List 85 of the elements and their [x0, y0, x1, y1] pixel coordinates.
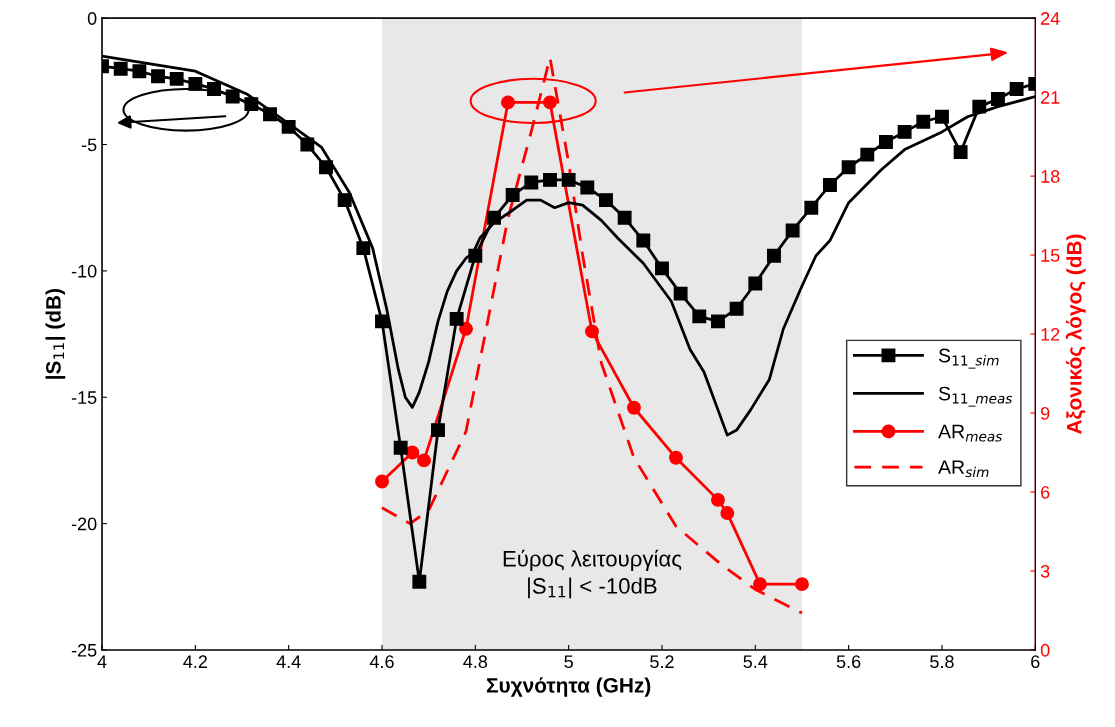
y2-tick-label: 3	[1040, 564, 1050, 578]
x-tick-label: 5	[564, 655, 573, 669]
y-tick-label: -25	[71, 643, 97, 657]
y2-tick-label: 12	[1041, 327, 1060, 341]
point	[669, 450, 683, 465]
point	[580, 180, 595, 195]
y2-tick-label: 0	[1040, 643, 1050, 657]
point	[501, 95, 515, 110]
y2-tick-label: 18	[1041, 170, 1060, 183]
point	[356, 241, 371, 256]
point	[692, 309, 707, 324]
y-axis-title: |S$_{11}$| (dB)	[45, 289, 66, 379]
x-tick-label: 4.6	[369, 655, 394, 669]
point	[655, 261, 669, 276]
point	[804, 200, 819, 215]
point	[449, 311, 464, 326]
y-tick-label: -5	[81, 138, 97, 152]
point	[524, 175, 539, 190]
x-tick-label: 6	[1031, 655, 1040, 669]
point	[393, 440, 408, 455]
point	[585, 324, 599, 339]
point	[151, 69, 165, 84]
point	[720, 506, 735, 521]
point	[319, 160, 333, 175]
y2-axis-title: Αξονικός λόγος (dB)	[1065, 234, 1086, 435]
x-tick-label: 5.4	[743, 655, 768, 669]
point	[953, 145, 968, 160]
point	[459, 321, 473, 336]
point	[599, 193, 613, 208]
x-tick-label: 4	[97, 655, 107, 668]
y2-tick-label: 6	[1041, 485, 1050, 499]
point	[169, 71, 184, 86]
legend-label: S$_{11_sim}$	[938, 348, 999, 369]
point	[543, 95, 557, 110]
point	[879, 135, 893, 149]
y2-tick-label: 21	[1041, 91, 1060, 104]
y-tick-label: -20	[71, 517, 97, 531]
point	[375, 474, 389, 489]
point	[767, 248, 781, 263]
point	[729, 301, 744, 316]
point	[337, 193, 352, 208]
x-tick-label: 4.4	[276, 655, 301, 668]
point	[561, 172, 576, 187]
y-tick-label: -15	[71, 391, 97, 404]
y-tick-label: 0	[87, 12, 97, 25]
point	[860, 147, 875, 162]
x-tick-label: 5.6	[836, 655, 861, 669]
y2-tick-label: 24	[1041, 12, 1060, 25]
point	[375, 314, 389, 329]
x-tick-label: 4.8	[463, 655, 488, 669]
point	[412, 574, 427, 589]
point	[417, 453, 431, 468]
point	[711, 492, 725, 507]
point	[505, 188, 520, 203]
legend-label: S$_{11_meas}$	[938, 386, 1013, 407]
point	[636, 233, 651, 248]
point	[841, 160, 856, 175]
point	[543, 172, 557, 187]
point	[1009, 81, 1024, 96]
legend-label: AR$_{sim}$	[938, 460, 989, 478]
point	[431, 423, 445, 438]
point	[113, 61, 128, 76]
x-tick-label: 4.2	[183, 655, 207, 668]
band-label: Εύρος λειτουργίας |S$_{11}$| < -10dB	[503, 549, 682, 599]
x-tick-label: 5.8	[930, 655, 954, 669]
y2-tick-label: 9	[1040, 406, 1050, 420]
point	[753, 577, 767, 592]
legend-label: AR$_{meas}$	[938, 424, 1003, 442]
point	[935, 109, 949, 124]
point	[916, 114, 931, 129]
x-tick-label: 5.2	[650, 655, 674, 669]
y-tick-label: -10	[71, 264, 97, 278]
point	[795, 577, 809, 592]
point	[711, 314, 725, 329]
point	[617, 210, 632, 225]
point	[823, 178, 837, 192]
x-axis-title: Συχνότητα (GHz)	[486, 677, 651, 697]
point	[673, 286, 688, 301]
y2-tick-label: 15	[1041, 249, 1060, 262]
point	[748, 276, 763, 291]
point	[132, 64, 147, 79]
point	[991, 92, 1005, 106]
point	[897, 124, 912, 139]
point	[785, 223, 800, 238]
point	[627, 400, 641, 415]
